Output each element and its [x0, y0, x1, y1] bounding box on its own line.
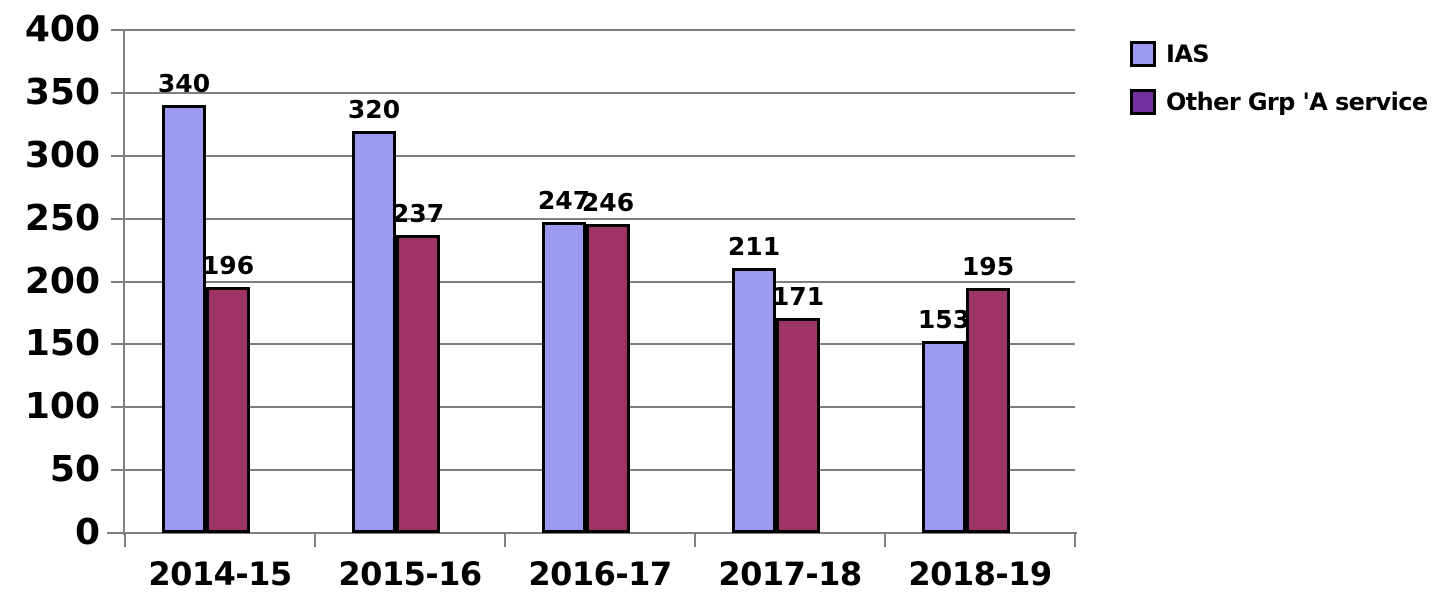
- bar-other-grp-a-service: [206, 286, 250, 533]
- bar-value-label: 247: [537, 186, 591, 216]
- legend-marker: [1130, 89, 1156, 115]
- y-tick: [111, 343, 125, 346]
- legend-item: Other Grp 'A service: [1130, 88, 1428, 116]
- bar-value-label: 153: [917, 304, 971, 334]
- bar-ias: [542, 222, 586, 533]
- legend-item: IAS: [1130, 40, 1428, 68]
- bar-ias: [162, 105, 206, 533]
- bar-value-label: 171: [771, 281, 825, 311]
- y-gridline: [125, 91, 1075, 94]
- y-tick: [111, 154, 125, 157]
- x-tick: [694, 533, 696, 547]
- bar-value-label: 195: [961, 251, 1015, 281]
- bar-other-grp-a-service: [966, 287, 1010, 533]
- y-tick: [111, 91, 125, 94]
- y-gridline: [125, 217, 1075, 220]
- bar-value-label: 340: [157, 69, 211, 99]
- bar-value-label: 320: [347, 94, 401, 124]
- bar-ias: [922, 340, 966, 533]
- x-axis-tick-label: 2018-19: [908, 555, 1052, 593]
- x-tick: [884, 533, 886, 547]
- bar-value-label: 237: [391, 198, 445, 228]
- x-tick: [124, 533, 126, 547]
- x-tick: [1074, 533, 1076, 547]
- x-tick: [314, 533, 316, 547]
- bar-value-label: 196: [201, 250, 255, 280]
- x-tick: [504, 533, 506, 547]
- y-gridline: [125, 29, 1075, 31]
- y-axis-tick-label: 350: [24, 71, 100, 113]
- legend-label: Other Grp 'A service: [1166, 88, 1428, 116]
- legend: IAS Other Grp 'A service: [1130, 40, 1428, 136]
- x-axis-tick-label: 2014-15: [148, 555, 292, 593]
- y-tick: [111, 217, 125, 220]
- bar-ias: [352, 130, 396, 533]
- y-axis-tick-label: 200: [24, 260, 100, 302]
- y-gridline: [125, 154, 1075, 157]
- y-axis-tick-label: 150: [24, 323, 100, 365]
- y-axis-tick-label: 0: [74, 512, 100, 553]
- legend-marker: [1130, 41, 1156, 67]
- x-axis-tick-label: 2015-16: [338, 555, 482, 593]
- y-axis-tick-label: 250: [24, 197, 100, 239]
- bar-other-grp-a-service: [396, 234, 440, 533]
- y-tick: [111, 469, 125, 472]
- y-axis-tick-label: 400: [24, 9, 100, 50]
- bar-value-label: 211: [727, 231, 781, 261]
- bar-other-grp-a-service: [586, 223, 630, 533]
- y-axis-tick-label: 100: [24, 386, 100, 428]
- y-tick: [111, 406, 125, 409]
- y-axis-tick-label: 50: [49, 449, 100, 491]
- bar-ias: [732, 267, 776, 533]
- y-tick: [111, 29, 125, 31]
- x-axis-line: [107, 532, 1077, 534]
- x-axis-tick-label: 2017-18: [718, 555, 862, 593]
- x-axis-tick-label: 2016-17: [528, 555, 672, 593]
- bar-value-label: 246: [581, 187, 635, 217]
- y-tick: [111, 280, 125, 283]
- y-axis-line: [123, 30, 125, 535]
- legend-label: IAS: [1166, 40, 1210, 68]
- bar-other-grp-a-service: [776, 317, 820, 533]
- y-axis-tick-label: 300: [24, 134, 100, 176]
